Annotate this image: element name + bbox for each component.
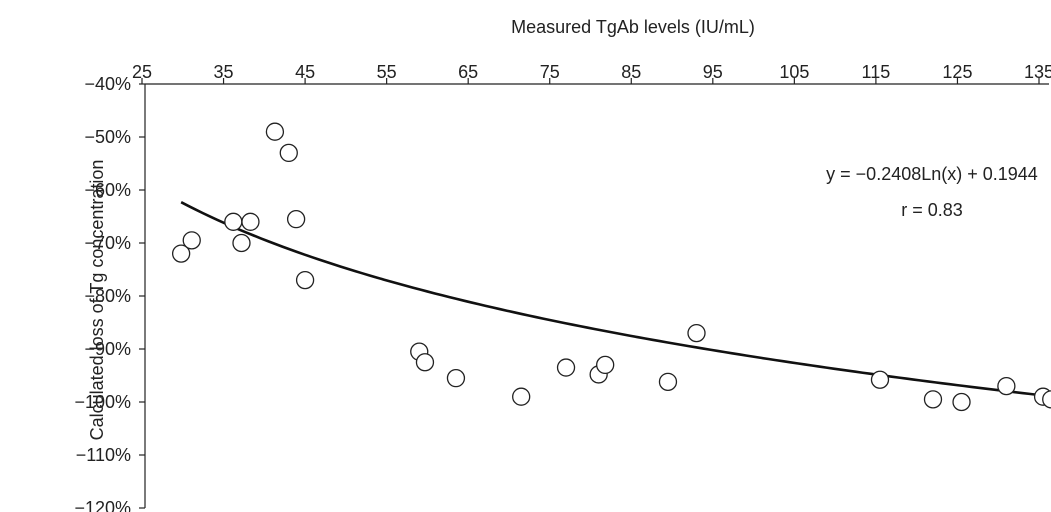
x-tick-label: 25 (132, 62, 152, 82)
data-point (446, 368, 466, 388)
data-point (870, 370, 890, 389)
data-point (687, 323, 706, 343)
x-tick-label: 135 (1024, 62, 1051, 82)
data-point (265, 122, 285, 141)
data-point (279, 143, 298, 163)
x-tick-label: 65 (458, 62, 478, 82)
data-point (182, 231, 201, 250)
y-tick-label: −70% (84, 233, 131, 253)
y-tick-label: −50% (84, 127, 131, 147)
x-tick-label: 35 (214, 62, 234, 82)
y-tick-label: −110% (76, 445, 131, 465)
data-point (997, 376, 1016, 396)
x-tick-label: 45 (295, 62, 315, 82)
data-point (286, 209, 306, 229)
x-tick-label: 125 (942, 62, 972, 82)
x-axis-title: Measured TgAb levels (IU/mL) (511, 17, 755, 37)
x-tick-label: 75 (540, 62, 560, 82)
trendline (180, 201, 1051, 398)
data-point (224, 212, 243, 231)
data-point (556, 358, 576, 377)
data-point (241, 212, 260, 231)
data-point (658, 372, 678, 392)
x-tick-label: 105 (779, 62, 809, 82)
y-tick-label: −100% (74, 392, 131, 412)
data-point (952, 392, 971, 412)
data-point (232, 233, 251, 253)
axes: 25 35 45 55 65 75 85 95 105 115 125 135 −40% −50% −60%… (74, 62, 1051, 512)
x-tick-label: 115 (862, 62, 891, 82)
trendline-layer (180, 201, 1051, 398)
x-tick-label: 55 (377, 62, 397, 82)
data-point (512, 387, 531, 406)
correlation-coefficient: r = 0.83 (901, 200, 963, 220)
annotations: y = −0.2408Ln(x) + 0.1944 r = 0.83 (826, 164, 1038, 220)
y-tick-label: −40% (84, 74, 131, 94)
x-tick-label: 85 (621, 62, 641, 82)
y-axis-title: Calculated loss of Tg concentration (87, 160, 107, 441)
data-point (1042, 390, 1051, 409)
y-tick-label: −120% (74, 498, 131, 512)
data-point (171, 244, 191, 263)
y-tick-label: −80% (84, 286, 131, 306)
data-point (295, 270, 315, 290)
data-point (415, 353, 435, 372)
y-tick-label: −90% (84, 339, 131, 359)
data-point (596, 355, 615, 375)
trendline-equation: y = −0.2408Ln(x) + 0.1944 (826, 164, 1038, 184)
data-point (923, 390, 943, 409)
x-tick-label: 95 (703, 62, 723, 82)
y-tick-label: −60% (84, 180, 131, 200)
data-points (171, 122, 1051, 412)
